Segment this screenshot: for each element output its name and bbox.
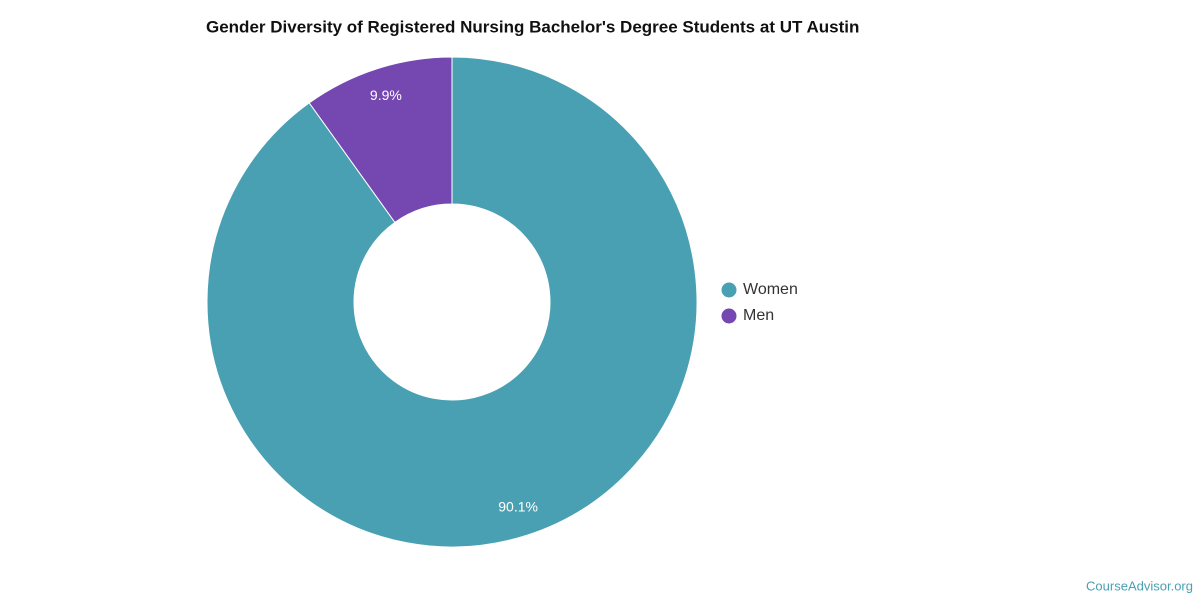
legend-marker [721, 308, 737, 324]
data-label: 90.1% [498, 498, 538, 514]
donut-segment [206, 56, 698, 548]
data-label: 9.9% [370, 87, 402, 103]
watermark: CourseAdvisor.org [1086, 578, 1193, 593]
legend-marker [721, 282, 737, 298]
donut-segment [308, 56, 453, 224]
legend-label: Men [743, 307, 774, 324]
chart-title: Gender Diversity of Registered Nursing B… [206, 17, 859, 36]
legend-label: Women [743, 281, 798, 298]
